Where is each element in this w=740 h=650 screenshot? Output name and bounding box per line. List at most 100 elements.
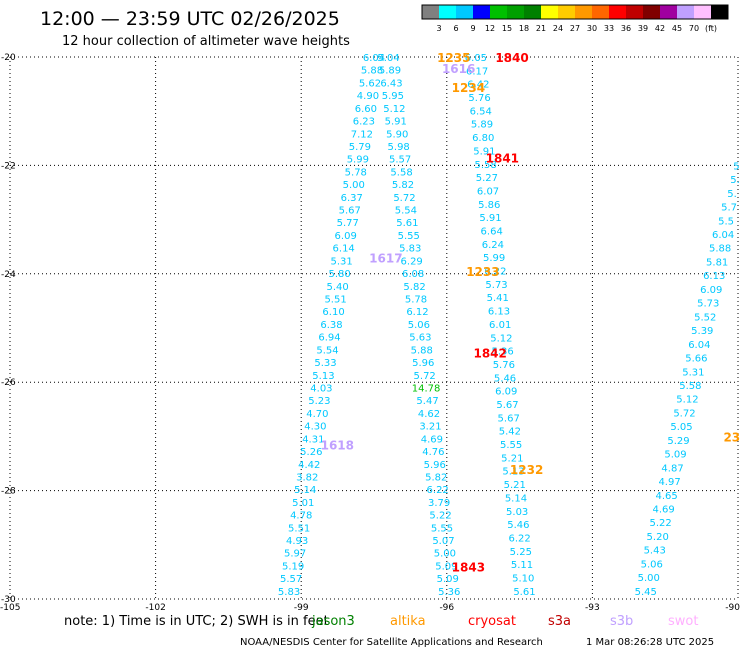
swh-value: 5.79	[349, 142, 371, 153]
swh-value: 5.06	[641, 559, 663, 570]
swh-value: 5.03	[506, 507, 528, 518]
colorbar-tick-label: 45	[672, 24, 682, 33]
swh-value: 5.58	[474, 160, 496, 171]
swh-value: 5.90	[386, 129, 408, 140]
swh-value: 5.10	[512, 574, 534, 585]
swh-value: 5.22	[429, 511, 451, 522]
swh-value: 5.57	[280, 574, 302, 585]
track-id-label: 1232	[510, 463, 543, 477]
colorbar-tick-label: 27	[570, 24, 580, 33]
colorbar-tick-label: 15	[502, 24, 512, 33]
swh-value: 3.79	[428, 498, 450, 509]
swh-value: 5.04	[377, 53, 399, 64]
swh-value: 5.97	[284, 549, 306, 560]
swh-value: 5.63	[409, 333, 431, 344]
swh-value: 5.21	[504, 480, 526, 491]
swh-value: 5.98	[388, 142, 410, 153]
swh-value: 5.43	[644, 546, 666, 557]
swh-value: 6.43	[380, 78, 402, 89]
swh-value: 6.42	[467, 80, 489, 91]
swh-value: 5.82	[425, 472, 447, 483]
swh-value: 5.47	[416, 396, 438, 407]
swh-value: 7.12	[351, 129, 373, 140]
swh-value: 5.89	[379, 66, 401, 77]
swh-value: 5.12	[383, 104, 405, 115]
swh-value: 6.13	[488, 307, 510, 318]
swh-value: 5.91	[479, 213, 501, 224]
swh-value: 6.38	[320, 320, 342, 331]
swh-value: 5.22	[650, 518, 672, 529]
swh-value: 5.77	[337, 218, 359, 229]
colorbar-tick-label: 12	[485, 24, 495, 33]
swh-value: 6.29	[401, 256, 423, 267]
track-id-label: 1235	[437, 51, 470, 65]
swh-value: 6.09	[495, 387, 517, 398]
swh-value: 5.21	[501, 453, 523, 464]
swh-value: 6.17	[466, 66, 488, 77]
swh-value: 5.55	[398, 231, 420, 242]
swh-value: 5.82	[392, 180, 414, 191]
swh-value: 6.94	[318, 333, 340, 344]
swh-value: 5.99	[483, 253, 505, 264]
colorbar-tick-label: 70	[689, 24, 699, 33]
swh-value: 5.31	[331, 256, 353, 267]
colorbar-tick-label: 9	[470, 24, 475, 33]
colorbar-swatch	[694, 5, 711, 19]
lat-tick-label: -24	[1, 270, 16, 280]
swh-value: 5.81	[706, 257, 728, 268]
swh-value: 5.76	[468, 93, 490, 104]
colorbar-swatch	[677, 5, 694, 19]
colorbar-tick-label: 18	[519, 24, 529, 33]
swh-value: 5.39	[691, 326, 713, 337]
colorbar-tick-label: 3	[436, 24, 441, 33]
swh-value: 4.93	[286, 536, 308, 547]
satellite-legend-item: altika	[390, 614, 426, 629]
swh-value: 5.95	[382, 91, 404, 102]
swh-value: 5.66	[685, 354, 707, 365]
swh-value: 5.80	[328, 269, 350, 280]
satellite-legend-item: s3b	[610, 614, 633, 629]
swh-value: 5.12	[676, 395, 698, 406]
swh-value: 5.31	[682, 367, 704, 378]
lon-tick-label: -105	[0, 603, 20, 613]
swh-value: 6.10	[322, 307, 344, 318]
swh-value: 5.41	[487, 293, 509, 304]
swh-value: 5.91	[473, 146, 495, 157]
swh-value: 5.55	[431, 523, 453, 534]
swh-value: 5.62	[359, 78, 381, 89]
colorbar-tick-label: 39	[638, 24, 648, 33]
lat-tick-label: -28	[1, 487, 16, 497]
lat-tick-label: -26	[1, 378, 16, 388]
axis-labels: -20 -22 -24 -26 -28 -30-105 -102 -99 -96 -93 -90	[0, 53, 740, 613]
colorbar-tick-label: 30	[587, 24, 597, 33]
swh-value: 5.55	[500, 440, 522, 451]
swh-value: 5.72	[393, 193, 415, 204]
swh-value: 5.88	[411, 345, 433, 356]
swh-value: 5.14	[294, 485, 316, 496]
swh-value: 6.14	[333, 244, 355, 255]
swh-value: 5.67	[496, 400, 518, 411]
swh-value: 5.14	[505, 493, 527, 504]
colorbar-tick-label: 21	[536, 24, 546, 33]
track-id-label: 1843	[452, 560, 485, 574]
swh-value: 6.09	[700, 285, 722, 296]
swh-value: 5.00	[434, 549, 456, 560]
colorbar-swatch	[524, 5, 541, 19]
footer-timestamp: 1 Mar 08:26:28 UTC 2025	[586, 637, 714, 648]
swh-value: 6.04	[688, 340, 710, 351]
swh-value: 5.13	[312, 371, 334, 382]
swh-value: 5.09	[437, 574, 459, 585]
colorbar-tick-label: (ft)	[705, 24, 717, 33]
swh-value: 6.23	[353, 117, 375, 128]
swh-value: 5.96	[412, 358, 434, 369]
swh-value: 5.83	[278, 587, 300, 598]
colorbar-swatch	[490, 5, 507, 19]
swh-value: 4.03	[310, 383, 332, 394]
track-id-label: 2342	[723, 430, 740, 444]
swh-value: 6.37	[341, 193, 363, 204]
colorbar: 3 6 9 12 15 18 21 24 27 30 33 36 39 42 45 70 (ft)	[421, 4, 729, 33]
swh-value: 4.31	[302, 434, 324, 445]
swh-value: 14.78	[412, 383, 441, 394]
swh-value: 4.65	[655, 491, 677, 502]
